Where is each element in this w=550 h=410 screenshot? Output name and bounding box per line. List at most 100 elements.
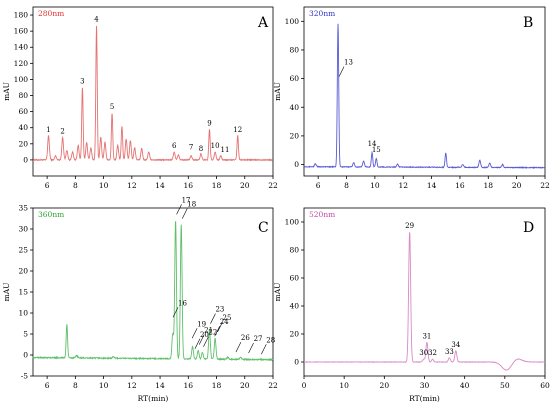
x-tick-label: 0	[302, 381, 307, 390]
peak-label: 23	[215, 306, 224, 314]
peak-label: 17	[182, 196, 191, 204]
peak-label: 10	[211, 142, 220, 150]
peak-arrow	[181, 208, 188, 219]
x-tick-label: 16	[455, 181, 465, 190]
peak-label: 4	[94, 16, 99, 24]
peak-label: 33	[445, 348, 454, 356]
y-tick-label: 80	[18, 91, 28, 100]
peak-label: 19	[197, 320, 206, 328]
peak-label: 8	[199, 145, 203, 153]
panel-letter: D	[523, 220, 534, 236]
wavelength-label: 280nm	[38, 9, 64, 18]
y-tick-label: 5	[23, 330, 28, 339]
peak-label: 22	[208, 329, 217, 337]
x-tick-label: 50	[500, 381, 510, 390]
y-tick-label: 0	[294, 160, 299, 169]
y-tick-label: 60	[289, 274, 299, 283]
peak-arrow	[172, 307, 179, 318]
y-tick-label: 10	[18, 309, 28, 318]
x-axis-label: RT(min)	[138, 394, 169, 403]
peak-label: 2	[60, 127, 64, 135]
x-tick-label: 20	[240, 381, 250, 390]
x-tick-label: 22	[540, 181, 550, 190]
peak-label: 16	[178, 299, 187, 307]
x-tick-label: 12	[127, 181, 137, 190]
y-tick-label: 15	[18, 288, 28, 297]
y-tick-label: 80	[289, 246, 299, 255]
panel-letter: C	[258, 220, 269, 236]
peak-label: 26	[241, 334, 250, 342]
y-tick-label: 100	[14, 75, 29, 84]
peak-arrow	[261, 344, 267, 355]
x-tick-label: 18	[212, 381, 222, 390]
chart-panel-a: 6 8 10 12 14 16 18 20 22020406080100120140160180…	[2, 6, 278, 190]
x-tick-label: 10	[99, 381, 109, 390]
peak-label: 11	[221, 146, 230, 154]
peak-label: 34	[451, 341, 460, 349]
y-tick-label: 40	[18, 123, 28, 132]
x-tick-label: 14	[427, 181, 437, 190]
x-tick-label: 8	[344, 181, 349, 190]
y-tick-label: 20	[289, 131, 299, 140]
plot-frame	[32, 6, 274, 177]
y-tick-label: 25	[18, 246, 28, 255]
x-tick-label: 8	[73, 181, 78, 190]
x-tick-label: 10	[370, 181, 380, 190]
y-tick-label: 100	[285, 218, 300, 227]
x-tick-label: 10	[339, 381, 349, 390]
wavelength-label: 520nm	[309, 210, 335, 219]
x-tick-label: 18	[212, 181, 222, 190]
x-tick-label: 14	[155, 181, 165, 190]
x-tick-label: 30	[420, 381, 430, 390]
y-tick-label: 40	[289, 302, 299, 311]
peak-arrow	[203, 336, 209, 347]
x-tick-label: 16	[184, 181, 194, 190]
chart-panel-b: 6 8 10 12 14 16 18 20 22 0 20 40 60 80 100 mAU 320nm B 13 1…	[273, 6, 550, 190]
x-tick-label: 60	[540, 381, 550, 390]
peak-label: 29	[405, 222, 414, 230]
y-tick-label: 60	[289, 74, 299, 83]
x-tick-label: 22	[268, 181, 278, 190]
y-tick-label: 20	[18, 267, 28, 276]
peak-label: 27	[254, 335, 263, 343]
wavelength-label: 360nm	[38, 210, 64, 219]
x-tick-label: 22	[268, 381, 278, 390]
x-tick-label: 12	[398, 181, 408, 190]
plot-frame	[303, 6, 546, 177]
peak-arrow	[176, 204, 182, 215]
peak-label: 12	[233, 126, 242, 134]
peak-arrow	[248, 342, 254, 354]
y-tick-label: 160	[14, 27, 29, 36]
peak-label: 30	[419, 349, 428, 357]
peak-label: 1	[46, 126, 50, 134]
x-tick-label: 16	[184, 381, 194, 390]
peak-label: 13	[344, 59, 353, 67]
y-axis-label: mAU	[273, 82, 282, 101]
x-tick-label: 6	[316, 181, 321, 190]
panel-letter: B	[523, 15, 533, 31]
peak-arrow	[194, 338, 201, 349]
peak-label: 28	[266, 336, 275, 344]
y-tick-label: 120	[14, 59, 29, 68]
x-tick-label: 14	[155, 381, 165, 390]
x-tick-label: 8	[73, 381, 78, 390]
y-tick-label: 60	[18, 107, 28, 116]
peak-label: 31	[422, 332, 431, 340]
y-tick-label: 0	[294, 358, 299, 367]
peak-arrow	[217, 321, 223, 333]
y-tick-label: 140	[14, 43, 29, 52]
y-tick-label: 20	[18, 139, 28, 148]
x-tick-label: 6	[45, 381, 50, 390]
x-axis-label: RT(min)	[409, 394, 440, 403]
x-tick-label: 20	[380, 381, 390, 390]
y-axis-label: mAU	[2, 82, 11, 101]
x-tick-label: 6	[45, 181, 50, 190]
y-tick-label: 80	[289, 45, 299, 54]
chromatogram-trace	[303, 23, 546, 170]
y-tick-label: 30	[18, 225, 28, 234]
peak-label: 14	[368, 140, 377, 148]
peak-arrow	[191, 328, 198, 339]
peak-arrow	[235, 342, 242, 353]
y-axis-label: mAU	[273, 283, 282, 302]
